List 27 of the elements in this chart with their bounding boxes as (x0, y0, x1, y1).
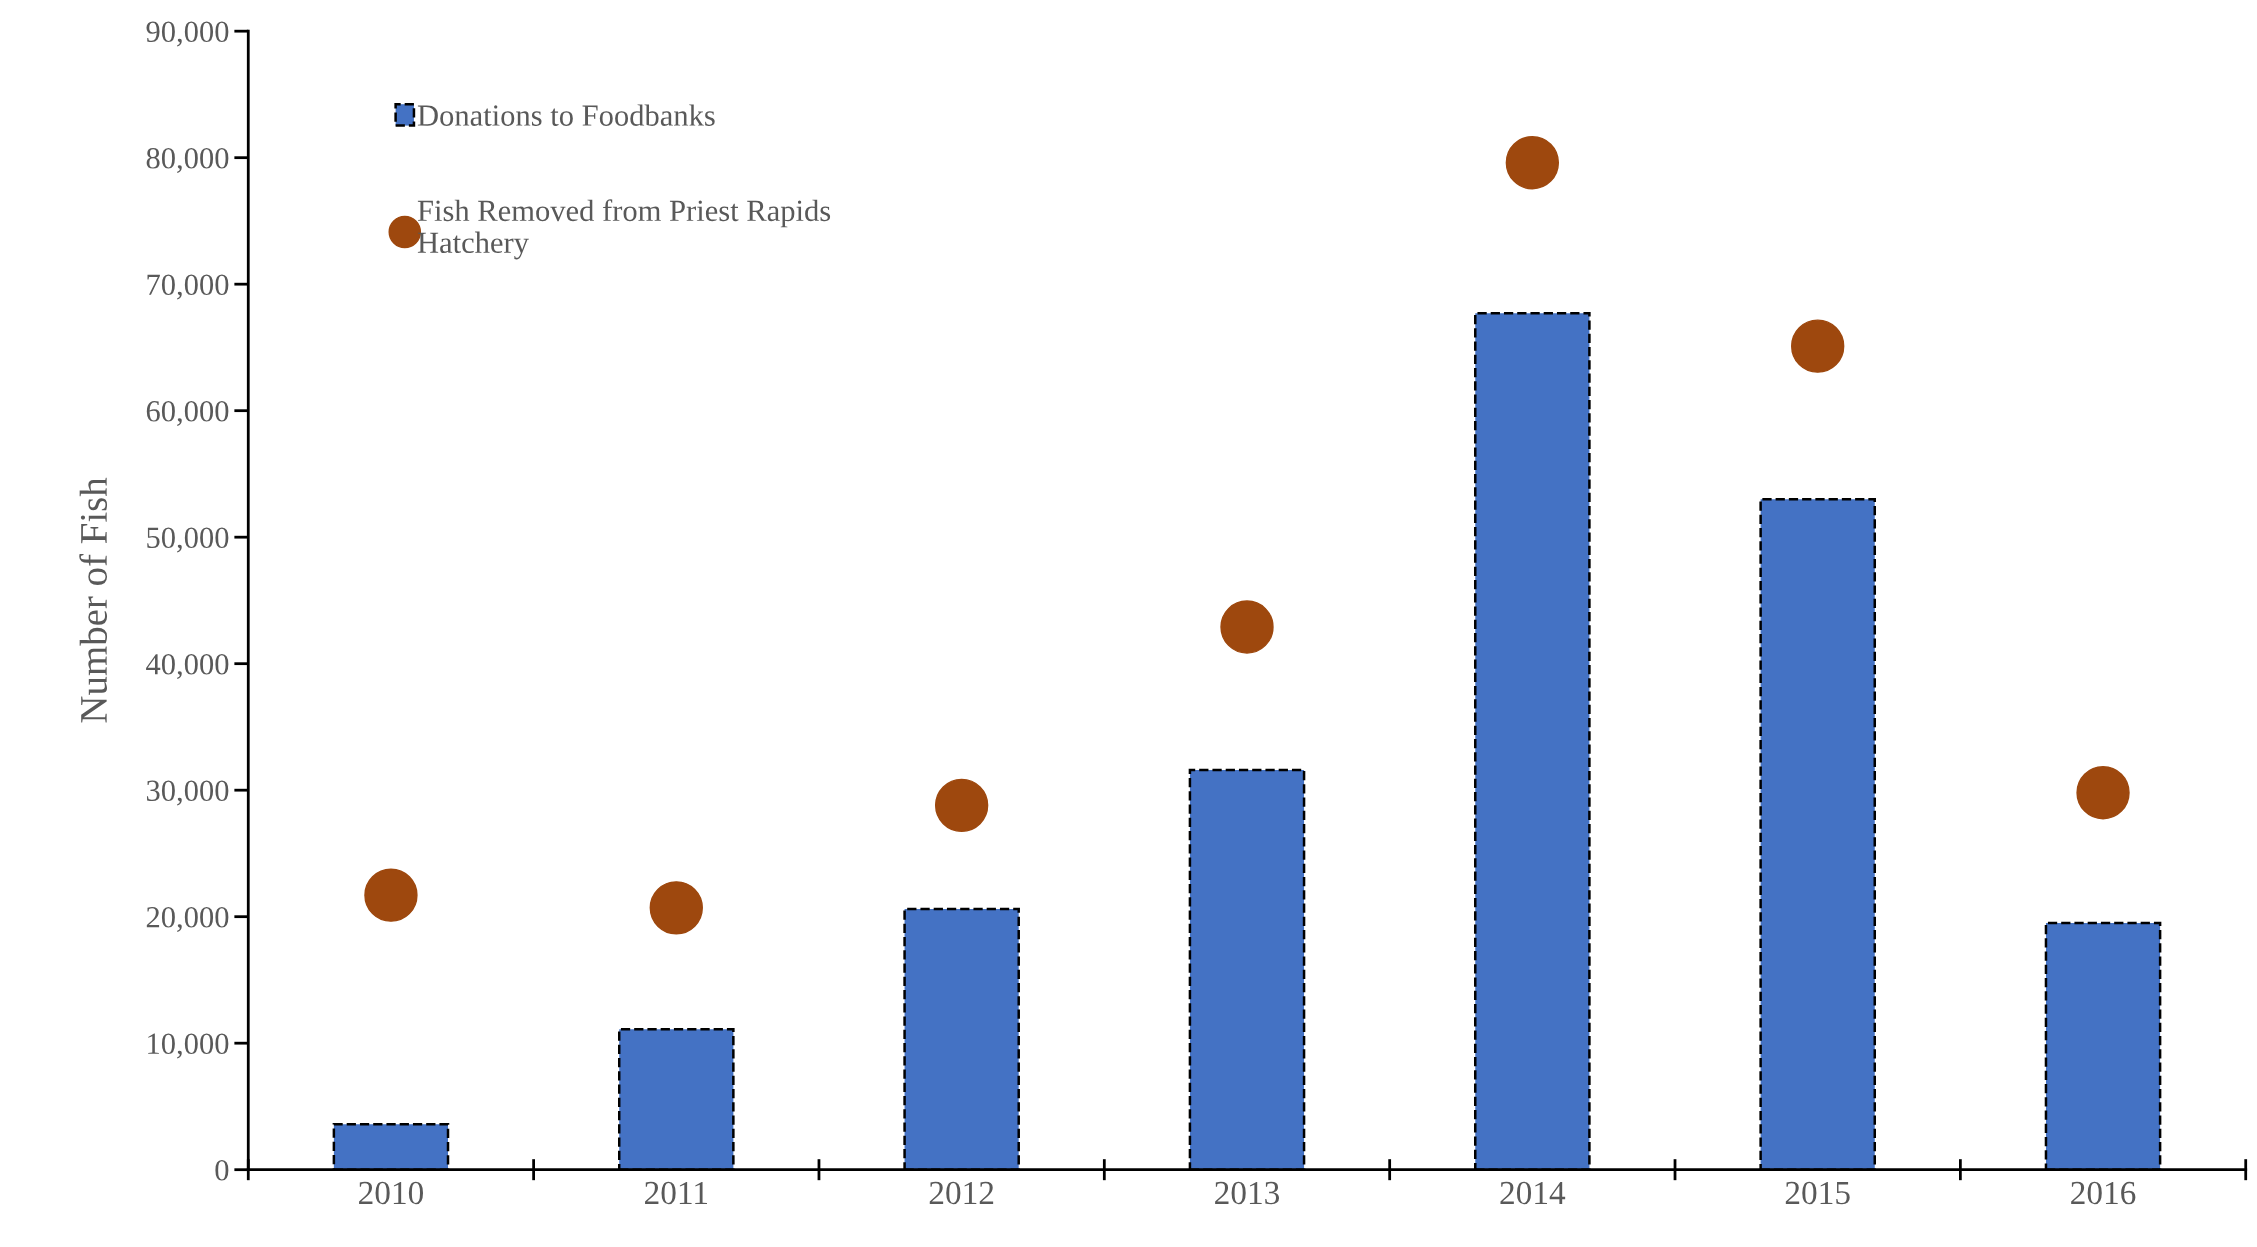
point (364, 868, 418, 922)
x-tick-label: 2010 (359, 1181, 424, 1205)
point (649, 881, 703, 935)
legend-label: Fish Removed from Priest Rapids Hatchery (417, 199, 831, 260)
y-axis-title: Number of Fish (79, 477, 108, 723)
y-tick-label: 0 (215, 1159, 229, 1181)
point (2076, 766, 2130, 820)
x-tick-label: 2011 (645, 1181, 707, 1205)
x-tick-label: 2012 (929, 1181, 994, 1205)
y-tick-label: 50,000 (147, 527, 229, 553)
legend-label: Donations to Foodbanks (417, 104, 715, 126)
y-tick-label: 90,000 (146, 21, 229, 47)
x-tick-label: 2013 (1215, 1181, 1280, 1205)
x-tick-label: 2016 (2071, 1181, 2136, 1205)
y-tick-label: 10,000 (148, 1033, 229, 1059)
y-tick-label: 30,000 (146, 780, 229, 806)
point (1505, 136, 1560, 190)
point (1220, 600, 1274, 654)
y-tick-label: 60,000 (146, 400, 229, 426)
y-tick-label: 70,000 (147, 274, 229, 300)
y-tick-label: 20,000 (146, 906, 229, 932)
point (934, 778, 989, 833)
x-tick-label: 2015 (1785, 1181, 1850, 1205)
point (1791, 319, 1845, 373)
y-tick-label: 40,000 (146, 653, 229, 679)
x-tick-label: 2014 (1500, 1181, 1566, 1205)
y-tick-label: 80,000 (146, 147, 229, 173)
